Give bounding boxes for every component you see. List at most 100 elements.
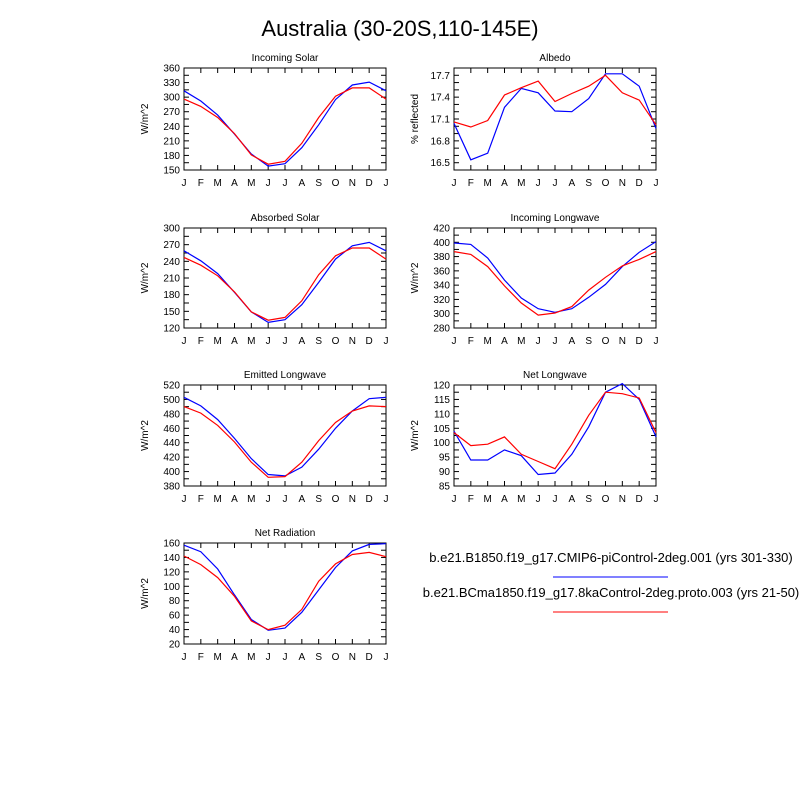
- incoming-longwave-ytick-label: 280: [433, 324, 450, 335]
- incoming-solar-plot-frame: [183, 67, 387, 171]
- incoming-solar-ytick-label: 270: [163, 107, 180, 118]
- absorbed-solar-xtick-label: S: [315, 336, 322, 347]
- emitted-longwave-ylabel: W/m^2: [140, 420, 151, 451]
- figure-title: Australia (30-20S,110-145E): [261, 16, 538, 41]
- legend-entry-1-label: b.e21.B1850.f19_g17.CMIP6-piControl-2deg…: [429, 550, 793, 565]
- emitted-longwave-ytick-label: 420: [163, 453, 180, 464]
- albedo-xtick-label: A: [568, 178, 575, 189]
- incoming-longwave-ytick-label: 340: [433, 281, 450, 292]
- incoming-solar-xtick-label: O: [332, 178, 340, 189]
- albedo-ytick-label: 16.5: [431, 158, 451, 169]
- emitted-longwave-ytick-label: 460: [163, 424, 180, 435]
- net-longwave-ytick-label: 105: [433, 424, 450, 435]
- absorbed-solar-xtick-label: M: [247, 336, 255, 347]
- incoming-solar-ylabel: W/m^2: [140, 103, 151, 134]
- net-radiation-xtick-label: J: [266, 652, 271, 663]
- incoming-solar-xtick-label: J: [266, 178, 271, 189]
- absorbed-solar-xtick-label: J: [266, 336, 271, 347]
- incoming-longwave-panel: Incoming Longwave W/m^2 280 300 320 340 360 380…: [410, 213, 659, 347]
- net-longwave-xtick-label: A: [568, 494, 575, 505]
- emitted-longwave-xtick-label: S: [315, 494, 322, 505]
- absorbed-solar-xtick-label: A: [298, 336, 305, 347]
- albedo-ytick-label: 16.8: [431, 136, 451, 147]
- net-longwave-ytick-label: 110: [434, 409, 450, 420]
- incoming-solar-xtick-label: F: [198, 178, 204, 189]
- incoming-solar-ytick-label: 300: [163, 93, 180, 104]
- net-longwave-xtick-label: M: [483, 494, 491, 505]
- incoming-solar-xtick-label: S: [315, 178, 322, 189]
- incoming-solar-xtick-label: A: [231, 178, 238, 189]
- absorbed-solar-xtick-label: F: [198, 336, 204, 347]
- albedo-ytick-label: 17.1: [431, 115, 451, 126]
- incoming-solar-series-2-line: [183, 87, 387, 165]
- emitted-longwave-plot-frame: [183, 384, 387, 487]
- net-radiation-title: Net Radiation: [255, 528, 316, 539]
- net-longwave-xtick-label: D: [636, 494, 643, 505]
- incoming-longwave-xtick-label: O: [602, 336, 610, 347]
- absorbed-solar-xtick-label: J: [283, 336, 288, 347]
- net-radiation-xtick-label: A: [231, 652, 238, 663]
- incoming-solar-xtick-label: M: [247, 178, 255, 189]
- emitted-longwave-xtick-label: J: [182, 494, 187, 505]
- emitted-longwave-ytick-label: 480: [163, 409, 180, 420]
- absorbed-solar-xtick-label: J: [384, 336, 389, 347]
- albedo-xtick-label: J: [536, 178, 541, 189]
- net-radiation-plot-frame: [183, 542, 387, 645]
- absorbed-solar-ytick-label: 240: [163, 257, 180, 268]
- albedo-series-2-line: [453, 74, 657, 128]
- absorbed-solar-xtick-label: M: [213, 336, 221, 347]
- absorbed-solar-ytick-label: 150: [163, 307, 180, 318]
- incoming-longwave-ytick-label: 380: [433, 252, 450, 263]
- net-radiation-xtick-label: D: [366, 652, 373, 663]
- legend-entry-2-label: b.e21.BCma1850.f19_g17.8kaControl-2deg.p…: [423, 585, 800, 600]
- net-longwave-xtick-label: J: [536, 494, 541, 505]
- incoming-solar-title: Incoming Solar: [252, 53, 319, 64]
- incoming-longwave-series-1-line: [453, 241, 657, 313]
- albedo-series-1-line: [453, 73, 657, 161]
- incoming-longwave-xtick-label: D: [636, 336, 643, 347]
- net-longwave-ytick-label: 115: [434, 395, 450, 406]
- incoming-solar-ytick-label: 150: [163, 166, 180, 177]
- incoming-solar-ytick-label: 240: [163, 122, 180, 133]
- emitted-longwave-series-2-line: [183, 405, 387, 478]
- emitted-longwave-ytick-label: 520: [163, 381, 180, 392]
- net-radiation-xtick-label: M: [213, 652, 221, 663]
- albedo-xtick-label: J: [553, 178, 558, 189]
- net-radiation-ytick-label: 160: [163, 539, 180, 550]
- absorbed-solar-xtick-label: N: [349, 336, 356, 347]
- absorbed-solar-series-2-line: [183, 247, 387, 321]
- incoming-longwave-title: Incoming Longwave: [511, 213, 600, 224]
- incoming-solar-xtick-label: A: [298, 178, 305, 189]
- net-longwave-xtick-label: A: [501, 494, 508, 505]
- net-radiation-xtick-label: J: [283, 652, 288, 663]
- absorbed-solar-xtick-label: A: [231, 336, 238, 347]
- albedo-xtick-label: M: [517, 178, 525, 189]
- incoming-longwave-xtick-label: A: [568, 336, 575, 347]
- net-radiation-ytick-label: 140: [163, 553, 180, 564]
- absorbed-solar-ytick-label: 120: [163, 324, 180, 335]
- legend: b.e21.B1850.f19_g17.CMIP6-piControl-2deg…: [423, 550, 800, 613]
- emitted-longwave-panel: Emitted Longwave W/m^2 380 400 420 440 460 480 5…: [140, 370, 389, 505]
- net-longwave-title: Net Longwave: [523, 370, 587, 381]
- net-longwave-series-1-line: [453, 382, 657, 476]
- net-longwave-plot-frame: [453, 384, 657, 487]
- incoming-solar-xtick-label: N: [349, 178, 356, 189]
- albedo-xtick-label: O: [602, 178, 610, 189]
- net-longwave-ytick-label: 120: [433, 381, 450, 392]
- incoming-longwave-ytick-label: 300: [433, 309, 450, 320]
- emitted-longwave-xtick-label: J: [283, 494, 288, 505]
- incoming-longwave-ylabel: W/m^2: [410, 262, 421, 293]
- absorbed-solar-panel: Absorbed Solar W/m^2 120 150 180 210 240 270 300…: [140, 213, 389, 347]
- absorbed-solar-ytick-label: 270: [163, 240, 180, 251]
- net-longwave-series-2-line: [453, 391, 657, 470]
- incoming-longwave-xtick-label: J: [654, 336, 659, 347]
- incoming-longwave-ytick-label: 400: [433, 238, 450, 249]
- incoming-longwave-xtick-label: F: [468, 336, 474, 347]
- incoming-longwave-xtick-label: J: [452, 336, 457, 347]
- emitted-longwave-xtick-label: A: [231, 494, 238, 505]
- absorbed-solar-ylabel: W/m^2: [140, 262, 151, 293]
- incoming-longwave-xtick-label: M: [483, 336, 491, 347]
- emitted-longwave-xtick-label: D: [366, 494, 373, 505]
- albedo-ylabel: % reflected: [410, 94, 421, 144]
- panels: Incoming Solar W/m^2 150 180 210 240 270 300 330…: [140, 53, 659, 663]
